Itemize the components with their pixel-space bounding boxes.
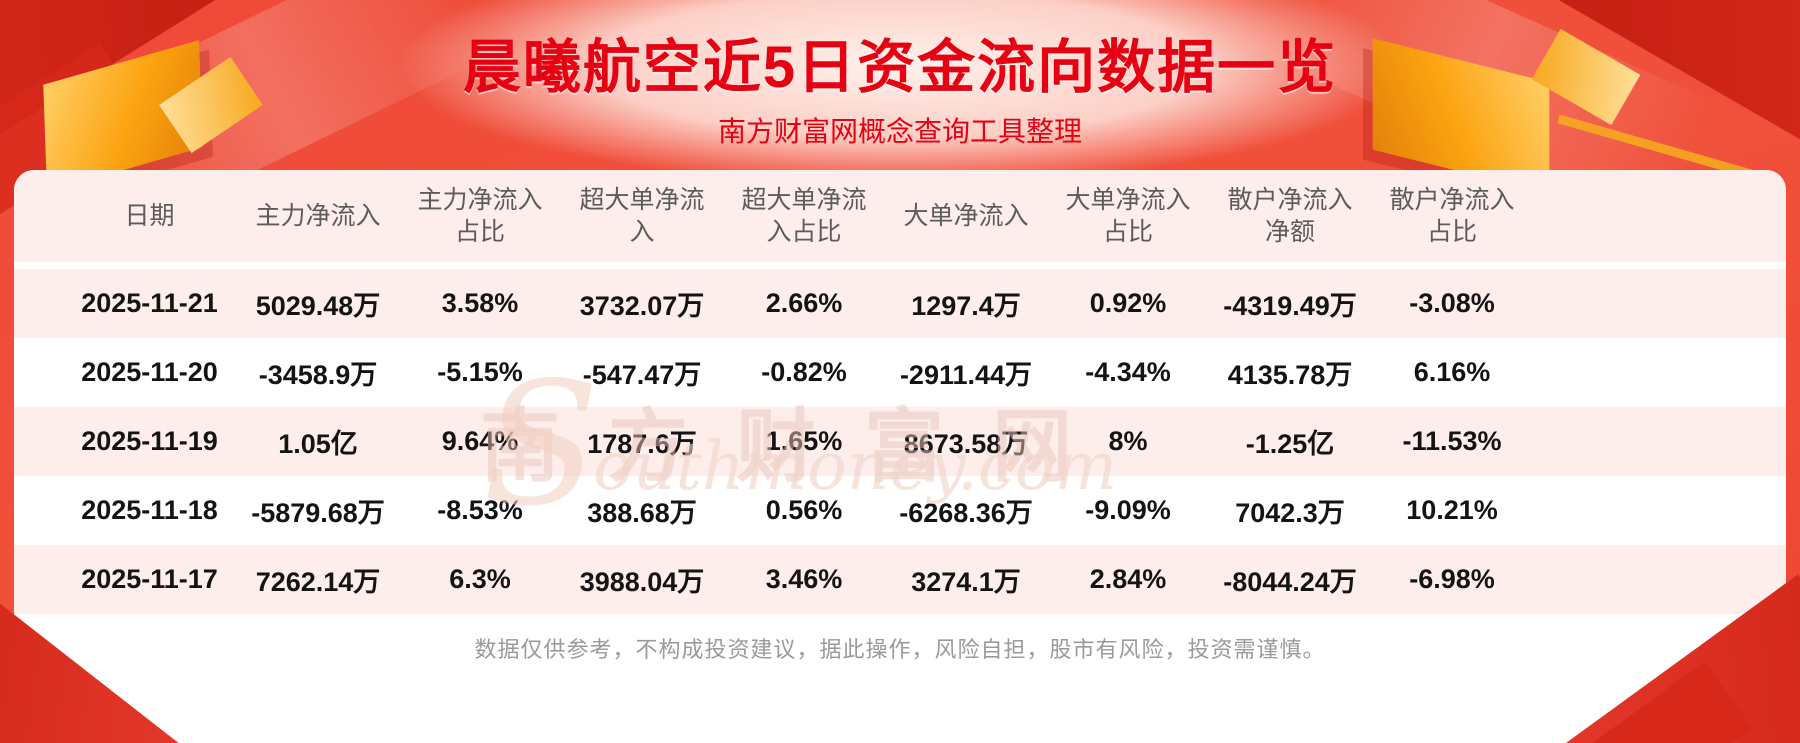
content-card: 日期 主力净流入 主力净流入占比 超大单净流入 超大单净流入占比 大单净流入 大单净流入占比… — [14, 170, 1786, 743]
value-cell: -1.25亿 — [1245, 429, 1335, 459]
value-cell: 10.21% — [1406, 495, 1498, 525]
column-header-2: 主力净流入 — [255, 202, 381, 230]
date-cell: 2025-11-18 — [81, 495, 218, 525]
column-header-7: 大单净流入占比 — [1065, 186, 1191, 246]
value-cell: -3458.9万 — [258, 360, 378, 390]
value-cell: -11.53% — [1402, 426, 1502, 456]
value-cell: 3988.04万 — [579, 567, 705, 597]
column-header-9: 散户净流入占比 — [1389, 186, 1515, 246]
column-header-5: 超大单净流入占比 — [741, 186, 867, 246]
table-row: 2025-11-21 5029.48万 3.58% 3732.07万 2.66% 1297… — [14, 269, 1786, 338]
value-cell: -2911.44万 — [899, 360, 1033, 390]
table-header-row: 日期 主力净流入 主力净流入占比 超大单净流入 超大单净流入占比 大单净流入 大单净流入占比… — [14, 170, 1786, 269]
disclaimer: 数据仅供参考，不构成投资建议，据此操作，风险自担，股市有风险，投资需谨慎。 — [474, 637, 1326, 662]
table-body: 2025-11-21 5029.48万 3.58% 3732.07万 2.66% 1297… — [14, 269, 1786, 614]
value-cell: 2.66% — [765, 288, 843, 318]
value-cell: -5879.68万 — [251, 498, 385, 528]
page-title: 晨曦航空近5日资金流向数据一览 — [462, 35, 1338, 100]
value-cell: 1.05亿 — [278, 429, 358, 459]
value-cell: 1787.6万 — [587, 429, 697, 459]
date-cell: 2025-11-20 — [81, 357, 218, 387]
value-cell: 388.68万 — [587, 498, 697, 528]
page-subtitle: 南方财富网概念查询工具整理 — [717, 116, 1082, 147]
value-cell: 8673.58万 — [903, 429, 1029, 459]
table-row: 2025-11-19 1.05亿 9.64% 1787.6万 1.65% 8673.58万… — [14, 407, 1786, 476]
value-cell: 1297.4万 — [911, 291, 1021, 321]
value-cell: 2.84% — [1089, 564, 1167, 594]
value-cell: 3.58% — [441, 288, 519, 318]
value-cell: -4.34% — [1085, 357, 1171, 387]
value-cell: -8044.24万 — [1223, 567, 1357, 597]
value-cell: 3274.1万 — [911, 567, 1021, 597]
value-cell: -547.47万 — [582, 360, 702, 390]
value-cell: -5.15% — [437, 357, 523, 387]
value-cell: 3732.07万 — [579, 291, 705, 321]
table-row: 2025-11-18 -5879.68万 -8.53% 388.68万 0.56% -62… — [14, 476, 1786, 545]
value-cell: 1.65% — [765, 426, 843, 456]
date-cell: 2025-11-17 — [81, 564, 218, 594]
value-cell: -8.53% — [437, 495, 523, 525]
value-cell: 4135.78万 — [1227, 360, 1353, 390]
value-cell: -4319.49万 — [1223, 291, 1357, 321]
value-cell: 3.46% — [765, 564, 843, 594]
value-cell: 8% — [1108, 426, 1148, 456]
value-cell: 5029.48万 — [255, 291, 381, 321]
value-cell: 0.56% — [765, 495, 843, 525]
value-cell: -0.82% — [761, 357, 847, 387]
column-header-8: 散户净流入净额 — [1227, 186, 1353, 246]
column-header-4: 超大单净流入 — [579, 186, 705, 246]
value-cell: -6.98% — [1409, 564, 1495, 594]
value-cell: -6268.36万 — [899, 498, 1033, 528]
value-cell: -3.08% — [1409, 288, 1495, 318]
date-cell: 2025-11-21 — [81, 288, 218, 318]
value-cell: -9.09% — [1085, 495, 1171, 525]
value-cell: 6.3% — [449, 564, 511, 594]
value-cell: 9.64% — [441, 426, 519, 456]
column-header-3: 主力净流入占比 — [417, 186, 543, 246]
fund-flow-table: 日期 主力净流入 主力净流入占比 超大单净流入 超大单净流入占比 大单净流入 大单净流入占比… — [14, 170, 1786, 614]
table-row: 2025-11-20 -3458.9万 -5.15% -547.47万 -0.82% -2… — [14, 338, 1786, 407]
value-cell: 7262.14万 — [255, 567, 381, 597]
date-cell: 2025-11-19 — [81, 426, 218, 456]
value-cell: 0.92% — [1089, 288, 1167, 318]
value-cell: 6.16% — [1413, 357, 1491, 387]
column-header-6: 大单净流入 — [903, 202, 1029, 230]
table-row: 2025-11-17 7262.14万 6.3% 3988.04万 3.46% 3274.… — [14, 545, 1786, 614]
column-header-1: 日期 — [124, 202, 175, 230]
value-cell: 7042.3万 — [1235, 498, 1345, 528]
